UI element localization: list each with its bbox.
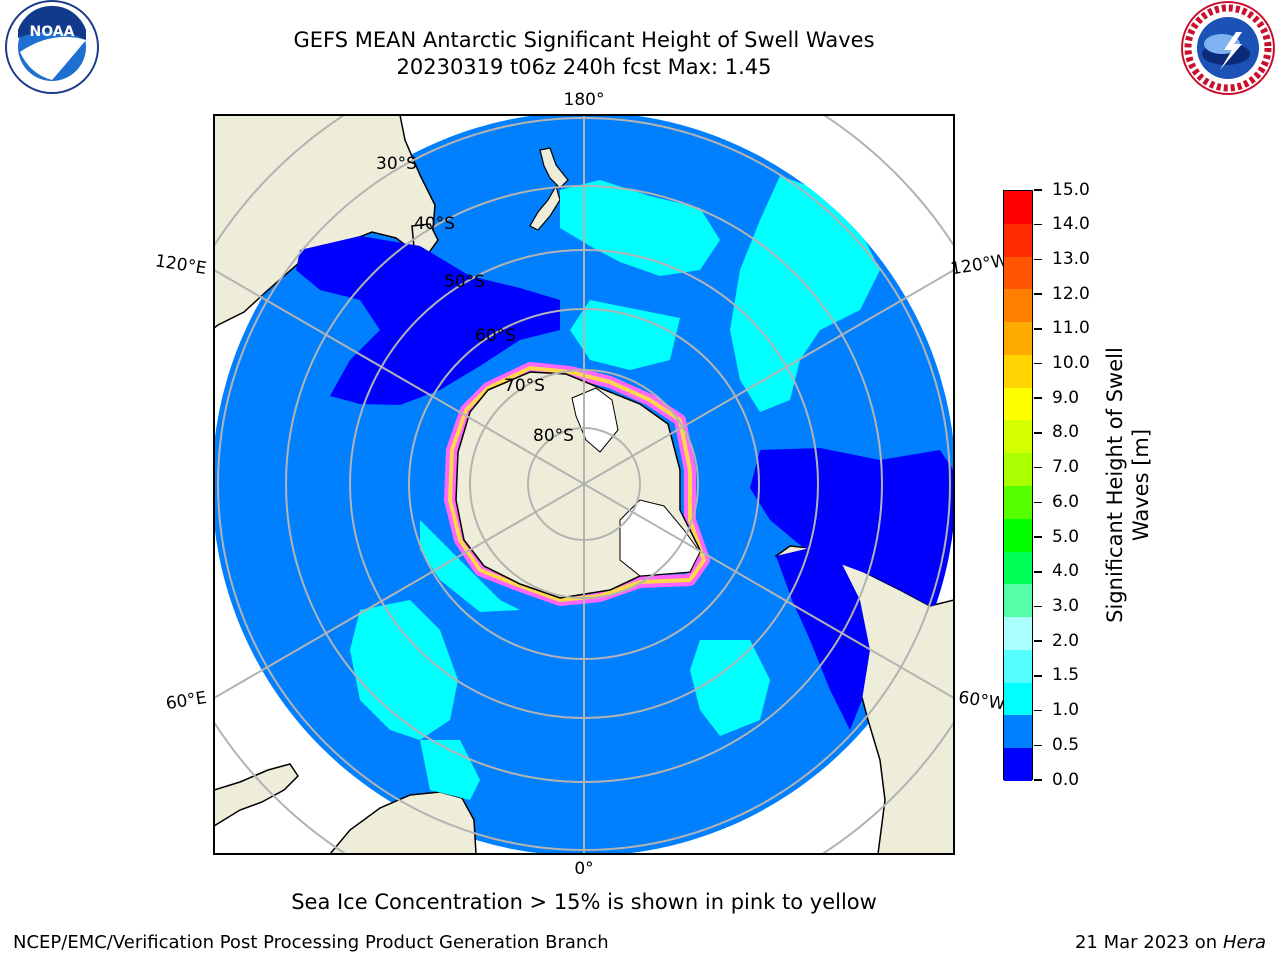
- swell-patch-indian-ocean: [296, 236, 560, 405]
- colorbar-tick: [1034, 362, 1042, 365]
- colorbar-segment: [1004, 256, 1032, 290]
- colorbar-tick: [1034, 223, 1042, 226]
- colorbar-segment: [1004, 191, 1032, 225]
- swell-patch-indian-far: [420, 740, 480, 800]
- colorbar-tick-label: 14.0: [1052, 214, 1090, 235]
- colorbar-tick: [1034, 640, 1042, 642]
- lon-label-lower-right: 60°W: [957, 688, 1007, 715]
- colorbar-tick-label: 8.0: [1052, 422, 1080, 443]
- colorbar-tick-label: 7.0: [1052, 457, 1080, 478]
- colorbar-segment: [1004, 584, 1032, 618]
- colorbar-tick-label: 3.0: [1052, 595, 1080, 616]
- swell-patch-indian-south: [350, 600, 458, 740]
- colorbar-tick: [1034, 466, 1042, 469]
- svg-text:NOAA: NOAA: [30, 24, 75, 40]
- colorbar-segment: [1004, 551, 1032, 585]
- lat-label-70s: 70°S: [504, 376, 545, 396]
- lon-label-bottom: 0°: [574, 859, 593, 879]
- colorbar-tick-label: 10.0: [1052, 353, 1090, 374]
- colorbar-tick: [1034, 675, 1042, 677]
- colorbar-tick-label: 4.0: [1052, 561, 1080, 582]
- colorbar-title: Significant Height of Swell Waves [m]: [1103, 347, 1153, 623]
- graticule: [214, 115, 954, 854]
- colorbar-segment: [1004, 322, 1032, 356]
- lat-label-40s: 40°S: [414, 214, 455, 234]
- colorbar-segment: [1004, 354, 1032, 389]
- colorbar-tick: [1034, 293, 1042, 295]
- lat-label-50s: 50°S: [444, 272, 485, 292]
- lat-label-80s: 80°S: [533, 426, 574, 446]
- colorbar-tick: [1034, 397, 1042, 399]
- colorbar-tick: [1034, 536, 1042, 538]
- swell-patch-weddell-edge: [420, 520, 520, 612]
- colorbar-segment: [1004, 289, 1032, 323]
- lat-label-30s: 30°S: [376, 154, 417, 174]
- colorbar-segment: [1004, 387, 1032, 421]
- swell-patch-ross: [570, 300, 680, 370]
- colorbar-tick: [1034, 501, 1042, 504]
- swell-patch-pacific-north: [730, 176, 880, 412]
- new-zealand-north: [539, 147, 569, 189]
- colorbar-tick: [1034, 189, 1042, 191]
- national-weather-service-logo: [1181, 1, 1275, 95]
- colorbar-segment: [1004, 453, 1032, 487]
- colorbar-tick: [1034, 432, 1042, 434]
- footer-date: 21 Mar 2023 on Hera: [1075, 932, 1266, 953]
- swell-patch-south-pacific: [750, 448, 954, 606]
- colorbar-tick-label: 5.0: [1052, 526, 1080, 547]
- swell-patch-atlantic: [690, 640, 770, 736]
- colorbar-tick-label: 9.0: [1052, 387, 1080, 408]
- colorbar-tick: [1034, 571, 1042, 573]
- sea-ice-rim-inner: [448, 366, 706, 602]
- lat-label-60s: 60°S: [475, 326, 516, 346]
- colorbar-segment: [1004, 420, 1032, 454]
- footer-date-text: 21 Mar 2023 on: [1074, 932, 1218, 953]
- colorbar-tick-label: 13.0: [1052, 248, 1090, 269]
- swell-patch-tasman: [560, 180, 720, 276]
- lon-label-top: 180°: [564, 90, 605, 110]
- colorbar-tick: [1034, 709, 1042, 712]
- colorbar-segment: [1004, 617, 1032, 651]
- colorbar-segment: [1004, 748, 1032, 782]
- lon-label-upper-right: 120°W: [949, 251, 1009, 280]
- colorbar-tick: [1034, 328, 1042, 330]
- colorbar-tick-label: 6.0: [1052, 491, 1080, 512]
- australia-landmass: [214, 115, 436, 329]
- swell-patch-drake: [776, 548, 870, 730]
- chart-subtitle: 20230319 t06z 240h fcst Max: 1.45: [396, 55, 772, 79]
- lon-label-upper-left: 120°E: [154, 251, 208, 279]
- colorbar-tick: [1034, 605, 1042, 608]
- colorbar-segment: [1004, 223, 1032, 258]
- colorbar-tick-label: 11.0: [1052, 318, 1090, 339]
- colorbar-tick-label: 12.0: [1052, 283, 1090, 304]
- noaa-logo: NOAA: [5, 0, 99, 94]
- colorbar-tick: [1034, 744, 1042, 747]
- colorbar-tick-label: 1.5: [1052, 665, 1080, 686]
- colorbar-segment: [1004, 486, 1032, 520]
- footer-organization: NCEP/EMC/Verification Post Processing Pr…: [13, 932, 609, 953]
- colorbar-tick-label: 15.0: [1052, 179, 1090, 200]
- colorbar-segment: [1004, 649, 1032, 684]
- colorbar-tick-label: 2.0: [1052, 630, 1080, 651]
- colorbar-tick: [1034, 779, 1042, 781]
- colorbar-segment: [1004, 715, 1032, 749]
- map-frame: [213, 114, 955, 855]
- colorbar-tick-label: 0.5: [1052, 734, 1080, 755]
- footer-machine: Hera: [1222, 932, 1266, 953]
- colorbar-segment: [1004, 682, 1032, 716]
- colorbar: [1003, 190, 1033, 782]
- sea-ice-note: Sea Ice Concentration > 15% is shown in …: [291, 890, 877, 914]
- colorbar-tick-label: 0.0: [1052, 769, 1080, 790]
- colorbar-tick: [1034, 258, 1042, 261]
- colorbar-tick-label: 1.0: [1052, 700, 1080, 721]
- lon-label-lower-left: 60°E: [164, 688, 208, 714]
- chart-title: GEFS MEAN Antarctic Significant Height o…: [293, 28, 875, 52]
- new-zealand-south: [529, 184, 561, 231]
- colorbar-segment: [1004, 518, 1032, 553]
